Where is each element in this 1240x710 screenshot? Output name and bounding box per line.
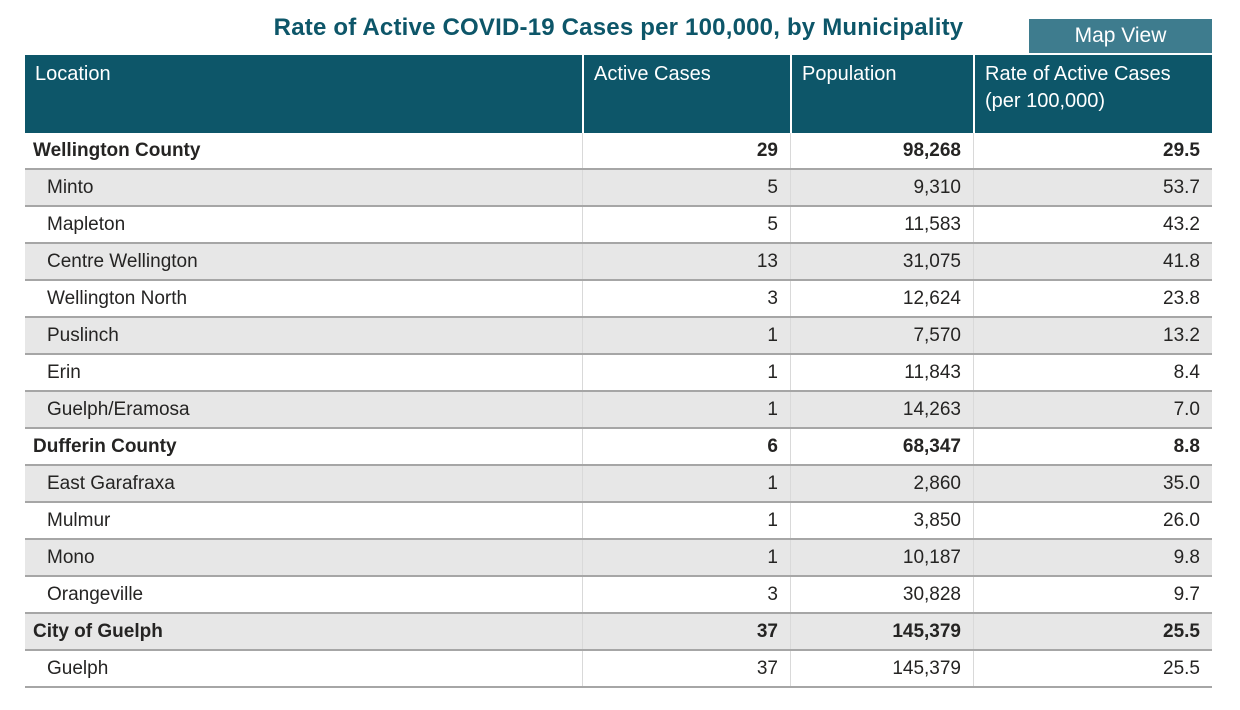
table-row[interactable]: Mulmur 1 3,850 26.0 — [25, 503, 1212, 540]
cell-active-cases: 1 — [582, 355, 790, 390]
cell-population: 7,570 — [790, 318, 973, 353]
cell-location: Puslinch — [47, 324, 119, 346]
cell-population: 145,379 — [790, 614, 973, 649]
table-header-row: Location Active Cases Population Rate of… — [25, 55, 1212, 133]
table-row[interactable]: Mapleton 5 11,583 43.2 — [25, 207, 1212, 244]
cell-population: 2,860 — [790, 466, 973, 501]
cell-population: 14,263 — [790, 392, 973, 427]
table-row[interactable]: Guelph 37 145,379 25.5 — [25, 651, 1212, 688]
cell-location: City of Guelph — [33, 620, 163, 642]
cell-population: 10,187 — [790, 540, 973, 575]
table-row[interactable]: Puslinch 1 7,570 13.2 — [25, 318, 1212, 355]
table-row[interactable]: Dufferin County 6 68,347 8.8 — [25, 429, 1212, 466]
table-row[interactable]: Wellington North 3 12,624 23.8 — [25, 281, 1212, 318]
table-row[interactable]: East Garafraxa 1 2,860 35.0 — [25, 466, 1212, 503]
page-title: Rate of Active COVID-19 Cases per 100,00… — [273, 14, 964, 41]
cell-location: Mulmur — [47, 509, 111, 531]
table-body: Wellington County 29 98,268 29.5 Minto 5… — [25, 133, 1212, 688]
cell-active-cases: 1 — [582, 392, 790, 427]
table-row[interactable]: Mono 1 10,187 9.8 — [25, 540, 1212, 577]
cell-location: Centre Wellington — [47, 250, 198, 272]
cell-rate: 35.0 — [973, 466, 1212, 501]
cell-location: Mono — [47, 546, 95, 568]
cell-active-cases: 13 — [582, 244, 790, 279]
column-header-location[interactable]: Location — [35, 63, 111, 85]
cell-location: East Garafraxa — [47, 472, 175, 494]
cases-table: Location Active Cases Population Rate of… — [25, 55, 1212, 688]
cell-location: Wellington County — [33, 139, 201, 161]
cell-active-cases: 3 — [582, 281, 790, 316]
cell-rate: 29.5 — [973, 133, 1212, 168]
cell-location: Orangeville — [47, 583, 144, 605]
cell-active-cases: 5 — [582, 170, 790, 205]
cell-population: 11,843 — [790, 355, 973, 390]
cell-rate: 41.8 — [973, 244, 1212, 279]
table-row[interactable]: Minto 5 9,310 53.7 — [25, 170, 1212, 207]
cell-population: 30,828 — [790, 577, 973, 612]
table-row[interactable]: City of Guelph 37 145,379 25.5 — [25, 614, 1212, 651]
cell-rate: 7.0 — [973, 392, 1212, 427]
cell-location: Erin — [47, 361, 81, 383]
cell-rate: 13.2 — [973, 318, 1212, 353]
cell-location: Guelph/Eramosa — [47, 398, 190, 420]
cell-location: Minto — [47, 176, 94, 198]
cell-rate: 23.8 — [973, 281, 1212, 316]
title-bar: Rate of Active COVID-19 Cases per 100,00… — [25, 0, 1212, 55]
cell-active-cases: 5 — [582, 207, 790, 242]
cell-rate: 26.0 — [973, 503, 1212, 538]
cell-population: 31,075 — [790, 244, 973, 279]
cell-rate: 25.5 — [973, 614, 1212, 649]
cell-rate: 43.2 — [973, 207, 1212, 242]
cell-rate: 8.8 — [973, 429, 1212, 464]
cell-active-cases: 37 — [582, 651, 790, 686]
table-row[interactable]: Guelph/Eramosa 1 14,263 7.0 — [25, 392, 1212, 429]
cell-active-cases: 3 — [582, 577, 790, 612]
cell-rate: 53.7 — [973, 170, 1212, 205]
table-row[interactable]: Orangeville 3 30,828 9.7 — [25, 577, 1212, 614]
cell-active-cases: 1 — [582, 466, 790, 501]
cell-active-cases: 29 — [582, 133, 790, 168]
cell-rate: 25.5 — [973, 651, 1212, 686]
cell-active-cases: 37 — [582, 614, 790, 649]
cell-population: 98,268 — [790, 133, 973, 168]
cell-population: 12,624 — [790, 281, 973, 316]
report-page: Rate of Active COVID-19 Cases per 100,00… — [25, 0, 1212, 688]
cell-location: Mapleton — [47, 213, 126, 235]
cell-rate: 9.7 — [973, 577, 1212, 612]
column-header-rate[interactable]: Rate of Active Cases (per 100,000) — [973, 55, 1212, 133]
cell-population: 9,310 — [790, 170, 973, 205]
cell-rate: 9.8 — [973, 540, 1212, 575]
column-header-population[interactable]: Population — [790, 55, 973, 133]
cell-active-cases: 1 — [582, 503, 790, 538]
cell-active-cases: 6 — [582, 429, 790, 464]
table-row[interactable]: Erin 1 11,843 8.4 — [25, 355, 1212, 392]
cell-population: 11,583 — [790, 207, 973, 242]
cell-population: 3,850 — [790, 503, 973, 538]
table-row[interactable]: Centre Wellington 13 31,075 41.8 — [25, 244, 1212, 281]
cell-location: Dufferin County — [33, 435, 177, 457]
cell-active-cases: 1 — [582, 540, 790, 575]
cell-location: Guelph — [47, 657, 109, 679]
column-header-active-cases[interactable]: Active Cases — [582, 55, 790, 133]
cell-active-cases: 1 — [582, 318, 790, 353]
cell-population: 145,379 — [790, 651, 973, 686]
cell-rate: 8.4 — [973, 355, 1212, 390]
cell-population: 68,347 — [790, 429, 973, 464]
cell-location: Wellington North — [47, 287, 188, 309]
map-view-button[interactable]: Map View — [1029, 19, 1212, 53]
table-row[interactable]: Wellington County 29 98,268 29.5 — [25, 133, 1212, 170]
